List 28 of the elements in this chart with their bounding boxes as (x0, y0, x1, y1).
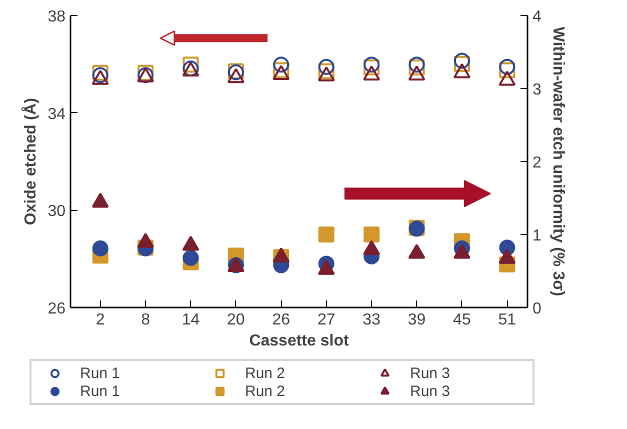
y2-tick-label: 0 (532, 300, 542, 318)
x-tick-label: 8 (141, 312, 150, 328)
legend-label: Run 1 (80, 382, 122, 400)
x-axis-title: Cassette slot (249, 332, 350, 350)
y-axis-title: Oxide etched (Å) (20, 98, 40, 226)
x-tick-label: 51 (498, 312, 516, 328)
legend-label: Run 3 (410, 382, 452, 400)
x-tick-label: 45 (453, 312, 471, 328)
y2-tick-label: 1 (532, 228, 542, 244)
x-tick-label: 26 (272, 312, 290, 328)
legend-label: Run 1 (80, 364, 122, 382)
y2-tick-label: 4 (532, 8, 542, 26)
legend-label: Run 2 (244, 382, 286, 400)
x-tick-label: 20 (227, 312, 245, 328)
y-tick-label: 34 (48, 106, 66, 123)
y2-tick-label: 2 (532, 154, 542, 172)
x-tick-label: 33 (362, 312, 381, 328)
x-tick-label: 14 (182, 312, 200, 328)
y-tick-label: 26 (48, 300, 66, 318)
y-tick-label: 38 (48, 8, 66, 26)
x-tick-label: 39 (408, 312, 426, 328)
y-tick-label: 30 (48, 203, 66, 220)
legend-label: Run 3 (410, 364, 452, 382)
x-tick-label: 27 (317, 312, 336, 328)
legend-label: Run 2 (244, 364, 286, 382)
y2-axis-title: Within-wafer etch uniformity (% 3σ) (549, 26, 566, 296)
x-tick-label: 2 (96, 312, 105, 328)
y2-tick-label: 3 (532, 82, 542, 98)
